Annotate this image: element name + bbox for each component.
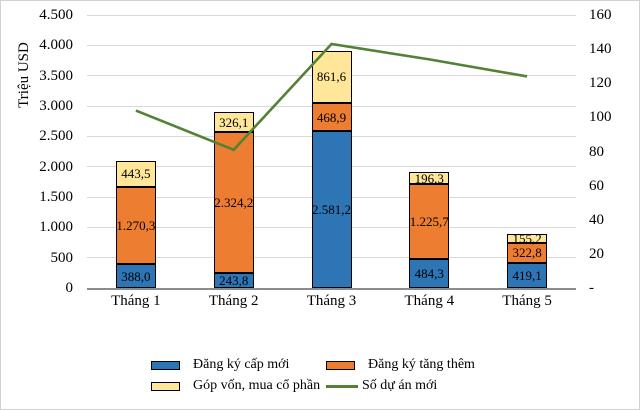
x-axis-label: Tháng 4	[404, 293, 455, 309]
legend-swatch-blue	[151, 360, 180, 370]
legend-item-gop-von-mua-co-phan: Góp vốn, mua cổ phần	[151, 378, 326, 394]
bar-label: 419,1	[512, 267, 542, 283]
right-axis: - 20 40 60 80 100 120 140 160	[589, 7, 637, 296]
right-axis-tick-label: 80	[589, 143, 604, 160]
bar-segment	[409, 258, 450, 288]
bar-label: 388,0	[121, 268, 151, 284]
right-axis-tick-label: 40	[589, 211, 604, 228]
x-axis-label: Tháng 1	[111, 293, 161, 309]
legend-swatch-yellow	[151, 381, 180, 391]
x-axis: Tháng 1 Tháng 2 Tháng 3 Tháng 4 Tháng 5	[87, 293, 576, 313]
legend-swatch-orange	[326, 360, 355, 370]
bar-segment	[311, 131, 352, 288]
left-axis: 0 500 1.000 1.500 2.000 2.500 3.000 3.500 4.000 4…	[1, 7, 79, 296]
bar-segment	[115, 264, 156, 288]
bar-segment	[507, 233, 548, 243]
bar-label: 443,5	[121, 166, 151, 182]
bar-label: 861,6	[316, 69, 347, 85]
bar-label: 243,8	[219, 273, 249, 289]
bar-segment	[409, 184, 450, 259]
x-axis-label: Tháng 3	[306, 293, 357, 309]
bar-label: 2.324,2	[214, 195, 254, 211]
legend-label: Đăng ký tăng thêm	[368, 357, 475, 372]
left-axis-tick-label: 3.500	[39, 67, 73, 84]
x-axis-label: Tháng 5	[502, 293, 552, 309]
left-axis-tick-label: 500	[50, 249, 74, 266]
plot-area: 388,0 1.270,3 443,5 243,8 2.324,2 326,1 2.581,…	[87, 14, 576, 290]
bar-segment	[115, 187, 156, 265]
right-axis-tick-label: -	[589, 280, 594, 296]
right-axis-tick-label: 120	[589, 75, 612, 92]
bar-label: 322,8	[512, 245, 542, 261]
legend-label: Số dự án mới	[362, 378, 438, 393]
bar-segment	[311, 102, 352, 132]
bar-label: 155,2	[512, 230, 542, 246]
legend: Đăng ký cấp mới Đăng ký tăng thêm Góp vố…	[151, 357, 475, 394]
left-axis-tick-label: 1.000	[39, 219, 73, 236]
right-axis-tick-label: 60	[589, 177, 604, 194]
left-axis-tick-label: 4.000	[39, 37, 73, 54]
bar-segment	[507, 262, 548, 288]
x-axis-label: Tháng 2	[208, 293, 259, 309]
right-axis-tick-label: 100	[589, 109, 612, 126]
bar-label: 1.270,3	[116, 218, 156, 234]
legend-item-dang-ky-cap-moi: Đăng ký cấp mới	[151, 357, 326, 373]
bar-segment	[115, 160, 156, 188]
legend-label: Đăng ký cấp mới	[193, 357, 290, 372]
line-path	[135, 42, 528, 152]
legend-item-dang-ky-tang-them: Đăng ký tăng thêm	[326, 357, 475, 373]
left-axis-tick-label: 0	[65, 280, 74, 296]
left-axis-tick-label: 4.500	[39, 7, 73, 23]
legend-label: Góp vốn, mua cổ phần	[193, 378, 321, 393]
bar-label: 326,1	[219, 114, 249, 130]
bar-label: 2.581,2	[312, 202, 351, 218]
right-axis-tick-label: 20	[589, 245, 604, 262]
bar-segment	[213, 112, 254, 133]
bar-segment	[213, 273, 254, 288]
bar-label: 484,3	[414, 265, 444, 281]
legend-item-so-du-an-moi: Số dự án mới	[326, 378, 475, 394]
bar-segment	[507, 243, 548, 263]
left-axis-tick-label: 3.000	[39, 98, 73, 114]
left-axis-tick-label: 1.500	[39, 189, 73, 205]
right-axis-tick-label: 140	[589, 41, 612, 58]
bar-segment	[409, 172, 450, 185]
left-axis-tick-label: 2.500	[39, 128, 73, 145]
bar-label: 196,3	[414, 170, 444, 186]
right-axis-tick-label: 160	[589, 7, 612, 23]
x-axis-line	[87, 288, 576, 290]
gridline	[87, 14, 576, 16]
bar-label: 1.225,7	[409, 213, 449, 229]
bar-label: 468,9	[316, 109, 347, 125]
bar-segment	[213, 132, 254, 274]
legend-line-swatch-green	[326, 384, 358, 388]
line-series-so-du-an-moi	[135, 42, 528, 152]
left-axis-tick-label: 2.000	[39, 158, 73, 175]
